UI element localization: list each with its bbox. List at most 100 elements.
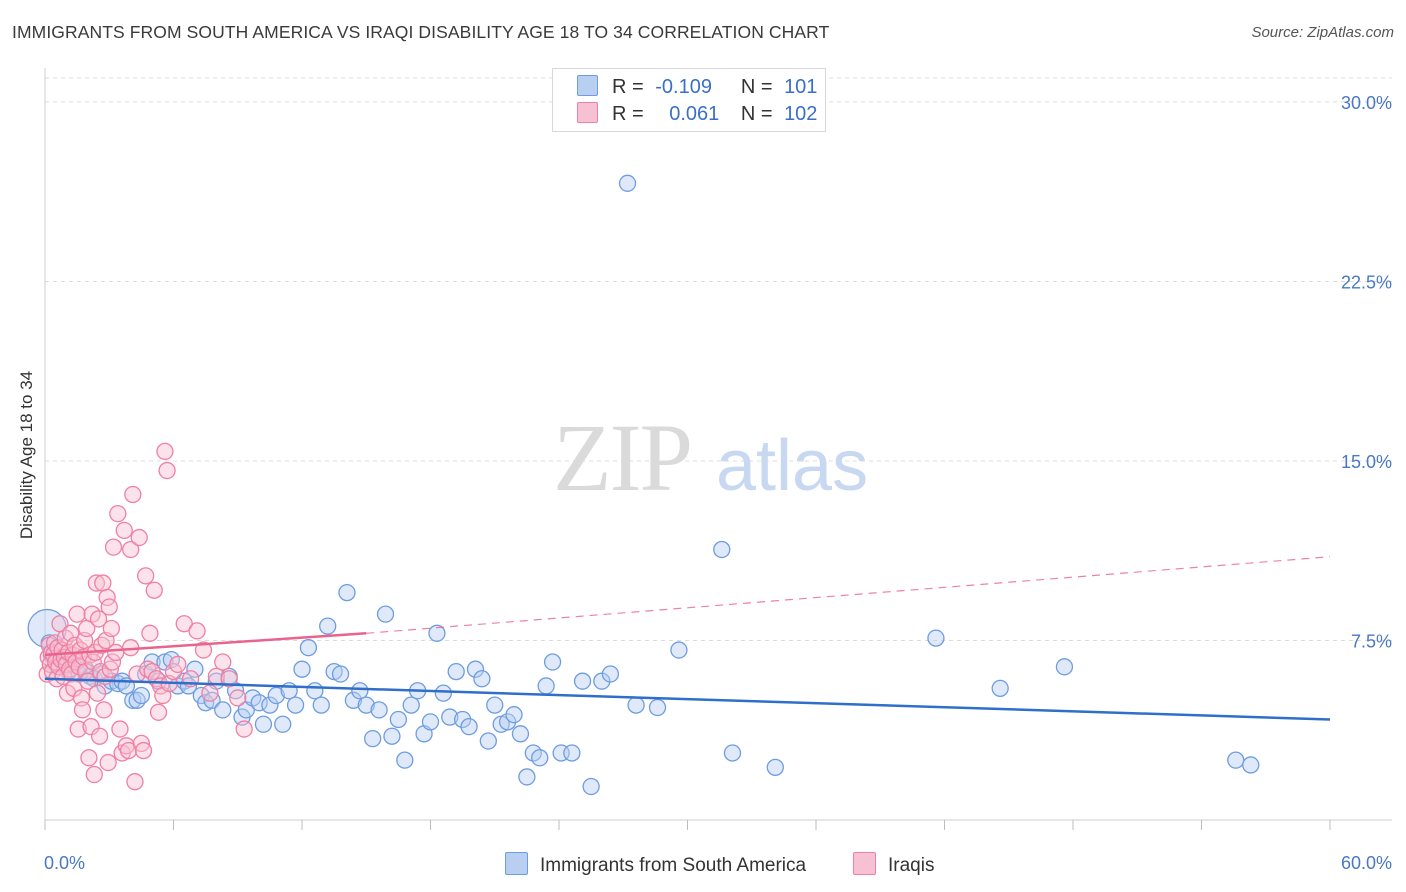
- pink-point-64: [109, 504, 127, 523]
- watermark-atlas: atlas: [716, 426, 868, 506]
- blue-point-41: [254, 715, 273, 733]
- blue-point-100: [927, 629, 945, 647]
- blue-point-85: [537, 677, 555, 695]
- blue-point-42: [261, 696, 279, 714]
- blue-point-84: [531, 749, 549, 767]
- blue-point-55: [344, 691, 363, 709]
- pink-point-73: [126, 773, 144, 791]
- blue-point-96: [670, 641, 688, 659]
- trend-line-iraqis-extension: [366, 556, 1331, 634]
- blue-point-62: [389, 710, 408, 729]
- pink-point-92: [175, 615, 193, 633]
- blue-point-71: [447, 662, 465, 681]
- pink-r-label: R =: [612, 103, 644, 125]
- blue-swatch: [577, 75, 598, 96]
- blue-n-label: N =: [740, 76, 773, 98]
- pink-point-67: [115, 521, 133, 540]
- legend-item-south-america: Immigrants from South America: [505, 852, 806, 877]
- blue-point-57: [357, 696, 375, 714]
- y-tick-label-1: 15.0%: [1341, 452, 1392, 472]
- blue-point-97: [713, 540, 731, 559]
- blue-point-74: [466, 660, 485, 678]
- pink-point-71: [122, 540, 140, 559]
- trend-line-south-america: [44, 677, 1331, 721]
- blue-point-70: [441, 708, 459, 726]
- pink-point-65: [111, 720, 129, 738]
- pink-point-41: [82, 718, 100, 736]
- pink-point-80: [141, 624, 159, 642]
- legend-row-pink: R = 0.061 N = 102: [577, 102, 817, 128]
- pink-point-33: [73, 701, 92, 719]
- blue-point-49: [306, 682, 324, 700]
- trend-line-iraqis: [44, 632, 367, 657]
- pink-swatch: [577, 102, 598, 123]
- blue-point-101: [991, 679, 1009, 698]
- blue-point-20: [132, 686, 151, 705]
- blue-point-73: [460, 718, 478, 736]
- pink-r-value: 0.061: [669, 103, 720, 125]
- blue-point-43: [267, 686, 285, 705]
- pink-point-44: [85, 765, 103, 784]
- pink-point-46: [87, 574, 106, 592]
- blue-point-67: [421, 713, 440, 731]
- blue-point-80: [505, 706, 523, 724]
- blue-point-29: [186, 660, 204, 678]
- blue-point-92: [601, 665, 620, 683]
- pink-point-52: [94, 574, 112, 592]
- pink-point-58: [100, 598, 118, 616]
- legend-item-iraqis: Iraqis: [853, 852, 934, 877]
- y-tick-labels: 7.5% 15.0% 22.5% 30.0%: [1341, 93, 1392, 652]
- x-tick-labels: 0.0% 60.0%: [44, 853, 1392, 873]
- blue-point-18: [124, 691, 142, 709]
- blue-point-86: [543, 653, 562, 671]
- blue-point-95: [648, 698, 667, 717]
- pink-point-29: [69, 720, 87, 738]
- pink-point-96: [201, 684, 219, 702]
- pink-point-72: [124, 485, 142, 504]
- blue-point-99: [766, 758, 784, 776]
- blue-point-54: [338, 583, 356, 602]
- pink-point-77: [134, 741, 153, 760]
- pink-point-28: [68, 605, 86, 623]
- blue-point-75: [473, 670, 491, 688]
- pink-point-95: [194, 641, 213, 659]
- blue-point-81: [511, 725, 530, 743]
- pink-point-62: [104, 538, 123, 556]
- pink-point-78: [137, 567, 155, 585]
- blue-point-34: [214, 701, 232, 719]
- blue-point-58: [364, 729, 382, 748]
- watermark: ZIP atlas: [553, 404, 868, 511]
- pink-point-69: [119, 741, 138, 760]
- series-iraqis-points: [38, 442, 253, 791]
- pink-point-49: [90, 727, 109, 745]
- blue-point-72: [453, 710, 472, 729]
- pink-point-75: [130, 528, 148, 547]
- source-label: Source: ZipAtlas.com: [1251, 24, 1394, 41]
- x-tick-label-1: 60.0%: [1341, 853, 1392, 873]
- blue-point-79: [498, 713, 517, 731]
- y-tick-label-3: 30.0%: [1341, 93, 1392, 113]
- blue-r-value: -0.109: [655, 76, 712, 98]
- legend-swatch-blue: [505, 852, 528, 875]
- blue-point-63: [396, 751, 414, 769]
- blue-point-47: [293, 660, 311, 678]
- pink-point-99: [220, 670, 238, 688]
- blue-point-64: [402, 696, 420, 714]
- x-tick-label-0: 0.0%: [44, 853, 85, 873]
- pink-point-101: [235, 720, 253, 738]
- pink-point-47: [88, 684, 107, 702]
- pink-point-94: [188, 622, 206, 640]
- pink-point-91: [169, 655, 187, 674]
- chart-title: IMMIGRANTS FROM SOUTH AMERICA VS IRAQI D…: [12, 22, 830, 42]
- blue-point-50: [312, 696, 330, 714]
- blue-point-53: [331, 665, 350, 683]
- blue-point-46: [286, 696, 305, 714]
- blue-point-56: [351, 682, 369, 700]
- legend-label-south-america: Immigrants from South America: [540, 855, 807, 876]
- blue-point-77: [486, 696, 504, 714]
- blue-point-48: [299, 639, 318, 657]
- blue-point-60: [376, 605, 395, 623]
- blue-point-61: [383, 727, 401, 745]
- blue-point-44: [274, 715, 292, 733]
